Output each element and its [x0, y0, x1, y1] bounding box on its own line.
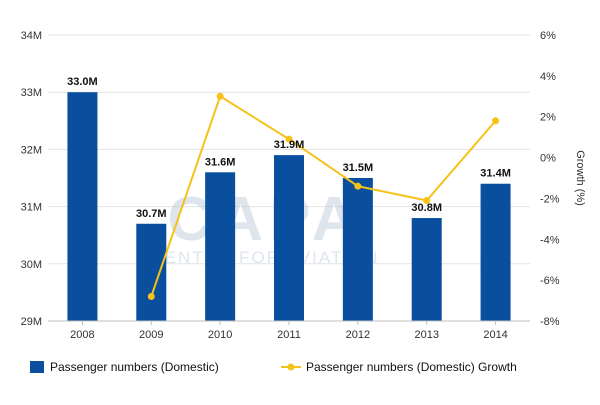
bar-data-label: 31.5M [343, 162, 374, 174]
bar-series [67, 92, 511, 321]
data-labels: 33.0M 30.7M 31.6M 31.9M 31.5M 30.8M 31.4M [67, 76, 511, 220]
bar-2009 [136, 223, 167, 321]
bar-data-label: 31.9M [274, 139, 305, 151]
bar-2011 [274, 155, 304, 321]
bar-2012 [342, 178, 373, 321]
growth-point-2013 [423, 196, 431, 204]
bar-data-label: 33.0M [67, 76, 98, 88]
growth-point-2014 [492, 117, 500, 125]
x-tick-label: 2011 [277, 329, 301, 341]
bar-2013 [411, 218, 442, 321]
x-tick-label: 2012 [346, 329, 370, 341]
growth-point-2011 [285, 135, 293, 143]
y-right-tick-label: -4% [540, 234, 560, 246]
y-left-tick-label: 31M [21, 202, 42, 214]
y-left-tick-label: 34M [21, 30, 42, 42]
bar-2010 [205, 172, 236, 321]
x-tick-label: 2008 [70, 329, 94, 341]
y-right-axis-title: Growth (%) [574, 150, 586, 206]
bar-2014 [480, 183, 511, 321]
legend-bar-label: Passenger numbers (Domestic) [50, 360, 219, 374]
legend-bar-swatch [30, 361, 44, 373]
growth-line [150, 94, 497, 297]
growth-point-2010 [216, 92, 224, 100]
bar-2008 [67, 92, 98, 321]
x-tick-label: 2013 [414, 329, 438, 341]
growth-point-2012 [354, 182, 362, 190]
bar-data-label: 31.4M [480, 168, 511, 180]
bar-data-label: 30.7M [136, 208, 167, 220]
y-right-tick-label: 4% [540, 71, 556, 83]
bar-data-label: 31.6M [205, 156, 236, 168]
y-left-tick-label: 32M [21, 144, 42, 156]
growth-line-series [147, 92, 500, 300]
legend-line-label: Passenger numbers (Domestic) Growth [306, 360, 517, 374]
growth-point-2009 [147, 292, 155, 300]
legend: Passenger numbers (Domestic) Passenger nu… [30, 360, 517, 374]
watermark-main-text: CAPA [167, 185, 362, 254]
y-left-tick-label: 30M [21, 259, 42, 271]
y-right-tick-label: 6% [540, 30, 556, 42]
x-tick-label: 2014 [483, 329, 507, 341]
axes: 29M 30M 31M 32M 33M 34M -8% -6% -4% -2% 0% 2% 4% 6% Gr… [21, 30, 586, 341]
legend-line-marker [287, 363, 295, 371]
y-right-tick-label: -2% [540, 193, 560, 205]
x-tick-label: 2009 [139, 329, 163, 341]
y-left-tick-label: 29M [21, 316, 42, 328]
y-right-tick-label: -6% [540, 275, 560, 287]
y-right-tick-label: 2% [540, 112, 556, 124]
bar-data-label: 30.8M [411, 202, 442, 214]
y-right-tick-label: -8% [540, 316, 560, 328]
x-tick-label: 2010 [208, 329, 232, 341]
y-left-tick-label: 33M [21, 87, 42, 99]
y-right-tick-label: 0% [540, 153, 556, 165]
